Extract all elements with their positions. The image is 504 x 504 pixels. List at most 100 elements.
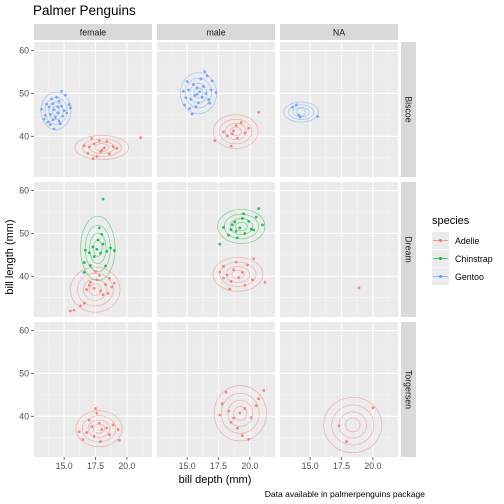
data-point-adelie (112, 281, 116, 285)
data-point-chinstrap (230, 223, 234, 227)
facet-strip-torgersen (401, 322, 416, 457)
data-point-chinstrap (112, 249, 116, 252)
data-point-adelie (234, 124, 238, 127)
x-tick-label: 15.0 (179, 461, 196, 471)
data-point-adelie (107, 433, 111, 437)
data-point-adelie (97, 139, 101, 142)
density-contour (213, 114, 259, 149)
data-point-chinstrap (96, 238, 100, 242)
density-contour (283, 101, 319, 123)
data-point-chinstrap (105, 250, 109, 253)
facet-panel (34, 182, 152, 317)
density-contour (219, 261, 257, 287)
data-point-adelie (104, 283, 107, 286)
data-point-gentoo (297, 113, 301, 117)
data-point-gentoo (51, 102, 55, 106)
data-point-adelie (230, 132, 234, 136)
data-point-adelie (251, 278, 254, 282)
legend-label-gentoo: Gentoo (455, 272, 484, 282)
data-point-gentoo (67, 103, 71, 106)
data-point-gentoo (195, 92, 199, 96)
data-point-adelie (111, 423, 115, 427)
data-point-adelie (254, 404, 258, 407)
panel-background (34, 322, 152, 457)
facet-panel (157, 182, 275, 317)
data-point-gentoo (43, 113, 47, 117)
data-point-adelie (213, 139, 217, 142)
data-point-gentoo (189, 98, 193, 101)
panel-background (157, 322, 275, 457)
data-point-adelie (240, 271, 244, 274)
data-point-adelie (110, 285, 114, 289)
data-point-chinstrap (92, 255, 96, 258)
data-point-adelie (100, 428, 104, 431)
data-point-gentoo (214, 91, 218, 94)
facet-strip-na (280, 24, 398, 40)
data-point-gentoo (192, 83, 195, 86)
data-point-chinstrap (82, 271, 86, 274)
data-point-adelie (232, 268, 235, 272)
data-point-adelie (79, 304, 82, 308)
data-point-chinstrap (95, 247, 99, 251)
data-point-adelie (245, 263, 249, 267)
x-tick-label: 17.5 (333, 461, 350, 471)
data-point-adelie (239, 121, 243, 124)
data-point-adelie (102, 146, 106, 150)
data-point-chinstrap (261, 223, 264, 227)
facet-strip-label: male (206, 28, 225, 38)
data-point-gentoo (51, 118, 55, 122)
data-point-chinstrap (109, 246, 112, 250)
y-axis-label: bill length (mm) (4, 219, 16, 294)
data-point-adelie (85, 431, 89, 434)
data-point-chinstrap (82, 261, 86, 264)
facet-strip-female (34, 24, 152, 40)
x-tick-label: 17.5 (210, 461, 227, 471)
panel-background (157, 42, 275, 177)
data-point-adelie (100, 148, 104, 152)
facet-panel (280, 42, 398, 177)
facet-strip-male (157, 24, 275, 40)
facet-strip-biscoe (401, 42, 416, 177)
x-tick-label: 20.0 (118, 461, 135, 471)
x-axis-label: bill depth (mm) (179, 474, 252, 486)
data-point-gentoo (186, 88, 190, 92)
data-point-adelie (82, 144, 86, 148)
data-point-gentoo (42, 117, 46, 121)
data-point-adelie (247, 438, 251, 441)
y-tick-label: 50 (19, 228, 29, 238)
facet-grid: female male NA Biscoe Dream Torgersen 40 50 60 40… (19, 24, 416, 471)
data-point-adelie (222, 276, 225, 280)
data-point-gentoo (208, 101, 212, 105)
data-point-chinstrap (97, 226, 101, 230)
data-point-gentoo (181, 89, 185, 93)
x-tick-label: 20.0 (241, 461, 258, 471)
y-tick-label: 60 (19, 186, 29, 196)
panel-background (280, 182, 398, 317)
data-point-adelie (116, 428, 120, 431)
data-point-adelie (243, 283, 247, 287)
data-point-adelie (218, 413, 222, 417)
data-point-adelie (232, 129, 235, 133)
data-point-adelie (222, 265, 225, 268)
density-contour (229, 126, 242, 137)
data-point-gentoo (195, 86, 199, 90)
data-point-adelie (227, 409, 230, 413)
data-point-adelie (228, 287, 232, 291)
legend-label-adelie: Adelie (455, 236, 480, 246)
data-point-adelie (257, 397, 261, 401)
data-point-adelie (224, 390, 228, 394)
data-point-adelie (247, 126, 251, 130)
data-point-adelie (95, 155, 99, 158)
data-point-adelie (240, 434, 244, 437)
data-point-gentoo (60, 104, 64, 108)
density-contour (213, 385, 267, 442)
data-point-adelie (94, 270, 97, 273)
data-point-gentoo (48, 113, 52, 116)
data-point-gentoo (209, 88, 213, 92)
data-point-adelie (95, 278, 99, 282)
data-point-chinstrap (222, 226, 225, 229)
data-point-gentoo (50, 97, 53, 101)
data-point-chinstrap (229, 228, 233, 231)
data-point-adelie (234, 260, 238, 264)
